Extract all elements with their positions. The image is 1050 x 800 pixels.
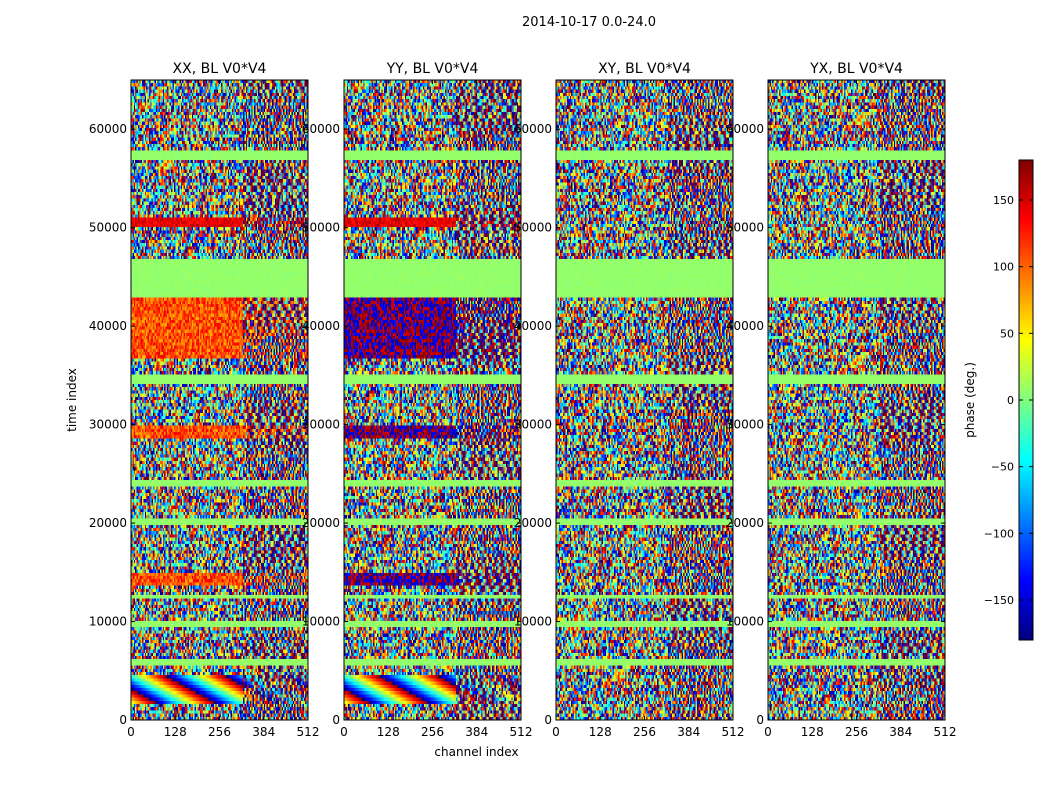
y-tick-label: 50000 [726,221,764,235]
y-tick-label: 0 [332,713,340,727]
panel-title: YX, BL V0*V4 [809,61,903,77]
y-tick-label: 40000 [514,319,552,333]
colorbar-tick-label: 150 [993,194,1014,207]
panel-title: XX, BL V0*V4 [173,61,267,77]
x-tick-label: 256 [208,725,231,739]
x-tick-label: 256 [845,725,868,739]
x-tick-label: 384 [465,725,488,739]
y-tick-label: 10000 [302,615,340,629]
y-tick-label: 0 [756,713,764,727]
x-tick-label: 512 [297,725,320,739]
x-tick-label: 384 [677,725,700,739]
colorbar-tick-label: 0 [1007,394,1014,407]
y-tick-label: 20000 [302,516,340,530]
y-tick-label: 10000 [89,615,127,629]
x-tick-label: 256 [633,725,656,739]
x-tick-label: 256 [421,725,444,739]
figure-suptitle: 2014-10-17 0.0-24.0 [522,15,656,30]
x-tick-label: 384 [252,725,275,739]
colorbar-tick-label: −150 [984,594,1014,607]
colorbar-label: phase (deg.) [963,362,977,438]
y-tick-label: 40000 [302,319,340,333]
x-tick-label: 0 [127,725,135,739]
heatmap-image [344,80,521,720]
y-tick-label: 0 [119,713,127,727]
panel-yy: YY, BL V0*V4 0 128 256 384 512 0 10000 20000 3000… [302,61,533,759]
x-tick-label: 128 [801,725,824,739]
y-tick-label: 60000 [726,122,764,136]
x-tick-label: 128 [164,725,187,739]
x-tick-label: 128 [589,725,612,739]
x-axis-label: channel index [434,745,518,759]
panel-title: XY, BL V0*V4 [598,61,691,77]
y-tick-label: 10000 [514,615,552,629]
y-tick-label: 40000 [726,319,764,333]
heatmap-image [768,80,945,720]
x-tick-label: 512 [722,725,745,739]
y-tick-label: 50000 [89,221,127,235]
y-tick-label: 30000 [514,418,552,432]
y-tick-label: 60000 [302,122,340,136]
y-tick-label: 30000 [726,418,764,432]
y-tick-label: 10000 [726,615,764,629]
x-tick-label: 512 [510,725,533,739]
y-tick-label: 50000 [514,221,552,235]
y-tick-label: 30000 [302,418,340,432]
panel-title: YY, BL V0*V4 [386,61,479,77]
y-axis-label: time index [65,368,79,432]
colorbar-tick-label: −100 [984,527,1014,540]
y-tick-label: 0 [544,713,552,727]
colorbar: −150 −100 −50 0 50 100 150 phase (deg.) [963,159,1034,641]
y-tick-label: 20000 [89,516,127,530]
panels: XX, BL V0*V4 0 128 256 384 512 0 10000 20000 3000… [65,61,956,759]
x-tick-label: 0 [764,725,772,739]
x-tick-label: 384 [889,725,912,739]
y-tick-label: 20000 [726,516,764,530]
colorbar-tick-label: −50 [991,461,1014,474]
y-tick-label: 50000 [302,221,340,235]
y-tick-label: 30000 [89,418,127,432]
y-tick-label: 40000 [89,319,127,333]
colorbar-tick-label: 50 [1000,327,1014,340]
panel-xy: XY, BL V0*V4 0 128 256 384 512 0 10000 20000 3000… [514,61,745,739]
panel-xx: XX, BL V0*V4 0 128 256 384 512 0 10000 20000 3000… [65,61,319,739]
x-tick-label: 128 [377,725,400,739]
x-tick-label: 512 [934,725,957,739]
heatmap-image [131,80,308,720]
y-tick-label: 60000 [514,122,552,136]
colorbar-tick-label: 100 [993,261,1014,274]
x-tick-label: 0 [552,725,560,739]
panel-yx: YX, BL V0*V4 0 128 256 384 512 0 10000 20000 3000… [726,61,957,739]
y-tick-label: 60000 [89,122,127,136]
y-tick-label: 20000 [514,516,552,530]
heatmap-image [556,80,733,720]
x-tick-label: 0 [340,725,348,739]
